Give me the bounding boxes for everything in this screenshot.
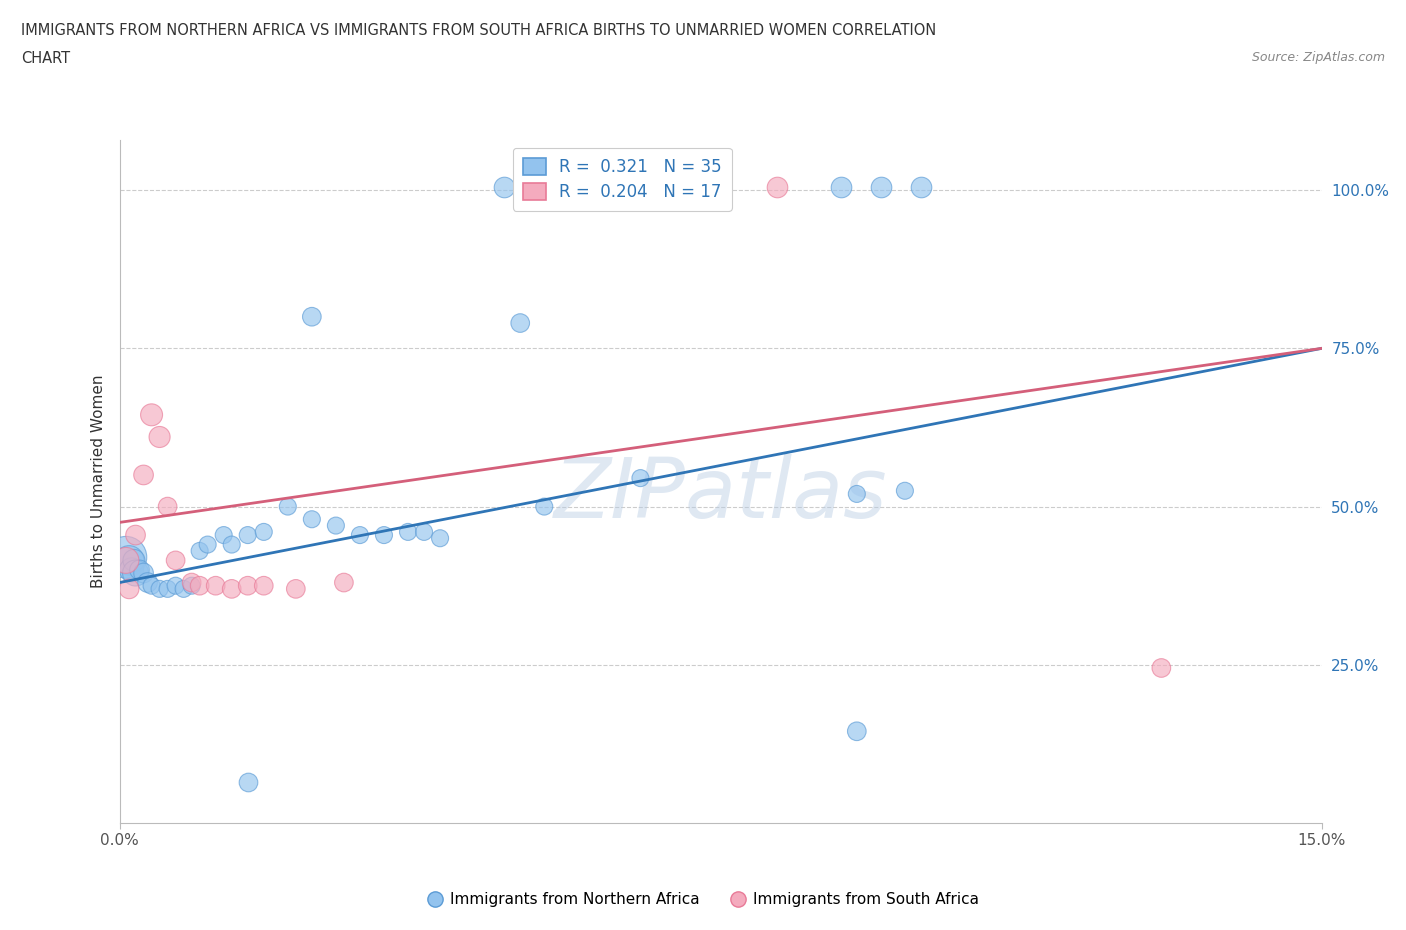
Point	[630, 471, 652, 485]
Point	[645, 179, 668, 194]
Point	[910, 179, 932, 194]
Point	[253, 525, 276, 539]
Point	[128, 563, 150, 578]
Point	[373, 527, 395, 542]
Legend: Immigrants from Northern Africa, Immigrants from South Africa: Immigrants from Northern Africa, Immigra…	[420, 886, 986, 913]
Point	[1150, 660, 1173, 675]
Point	[115, 550, 138, 565]
Point	[429, 531, 451, 546]
Point	[173, 581, 195, 596]
Point	[333, 575, 356, 590]
Point	[845, 486, 868, 501]
Point	[204, 578, 226, 593]
Text: IMMIGRANTS FROM NORTHERN AFRICA VS IMMIGRANTS FROM SOUTH AFRICA BIRTHS TO UNMARR: IMMIGRANTS FROM NORTHERN AFRICA VS IMMIG…	[21, 23, 936, 38]
Point	[533, 499, 555, 514]
Point	[301, 310, 323, 325]
Point	[188, 578, 211, 593]
Point	[221, 538, 243, 552]
Text: CHART: CHART	[21, 51, 70, 66]
Point	[156, 499, 179, 514]
Point	[349, 527, 371, 542]
Point	[165, 578, 187, 593]
Point	[212, 527, 235, 542]
Point	[765, 179, 787, 194]
Point	[236, 775, 259, 790]
Point	[396, 525, 419, 539]
Point	[253, 578, 276, 593]
Point	[693, 179, 716, 194]
Point	[180, 575, 202, 590]
Point	[301, 512, 323, 526]
Point	[693, 179, 716, 194]
Point	[494, 179, 516, 194]
Point	[413, 525, 436, 539]
Point	[221, 581, 243, 596]
Point	[845, 724, 868, 738]
Point	[124, 565, 146, 580]
Y-axis label: Births to Unmarried Women: Births to Unmarried Women	[90, 375, 105, 588]
Point	[165, 553, 187, 568]
Point	[197, 538, 219, 552]
Text: Source: ZipAtlas.com: Source: ZipAtlas.com	[1251, 51, 1385, 64]
Point	[509, 315, 531, 330]
Point	[122, 553, 145, 568]
Point	[188, 543, 211, 558]
Point	[115, 553, 138, 568]
Point	[136, 575, 159, 590]
Point	[141, 407, 163, 422]
Point	[284, 581, 307, 596]
Point	[236, 578, 259, 593]
Point	[550, 179, 572, 194]
Point	[325, 518, 347, 533]
Point	[630, 179, 652, 194]
Point	[589, 179, 612, 194]
Point	[118, 581, 141, 596]
Point	[141, 578, 163, 593]
Point	[236, 527, 259, 542]
Point	[180, 578, 202, 593]
Point	[118, 553, 141, 568]
Legend: R =  0.321   N = 35, R =  0.204   N = 17: R = 0.321 N = 35, R = 0.204 N = 17	[513, 148, 731, 211]
Point	[121, 563, 143, 578]
Point	[132, 468, 155, 483]
Point	[830, 179, 852, 194]
Point	[894, 484, 917, 498]
Text: ZIPatlas: ZIPatlas	[554, 455, 887, 536]
Point	[124, 527, 146, 542]
Point	[149, 581, 172, 596]
Point	[277, 499, 299, 514]
Point	[149, 430, 172, 445]
Point	[869, 179, 893, 194]
Point	[132, 565, 155, 580]
Point	[156, 581, 179, 596]
